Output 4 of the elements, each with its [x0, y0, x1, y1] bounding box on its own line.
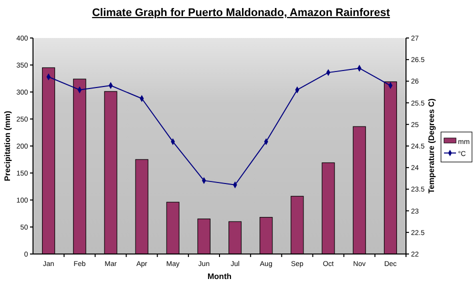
chart-title: Climate Graph for Puerto Maldonado, Amazon Rainforest — [92, 7, 390, 19]
x-axis-title: Month — [208, 272, 232, 281]
y-axis-title: Precipitation (mm) — [3, 110, 12, 182]
y2-axis-title: Temperature (Degrees C) — [427, 98, 436, 194]
